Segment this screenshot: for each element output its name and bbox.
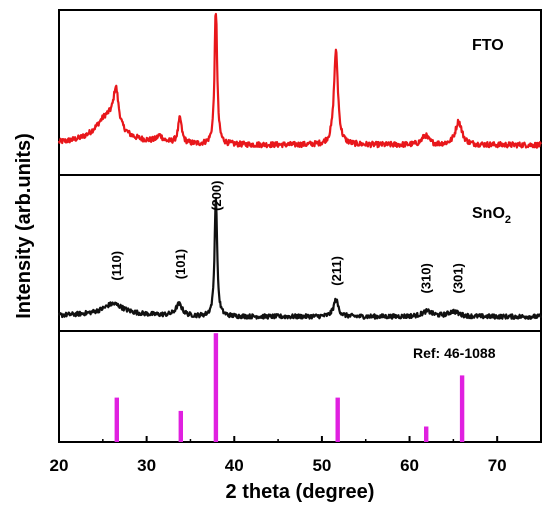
reference-stick (114, 397, 119, 442)
x-tick-label: 30 (137, 456, 156, 475)
xrd-pattern-sno2 (57, 196, 543, 320)
panel-sno2-frame (58, 174, 542, 332)
reference-stick (213, 333, 219, 442)
xrd-pattern-fto (57, 12, 542, 149)
panel-ref (114, 333, 465, 442)
x-axis-title: 2 theta (degree) (226, 481, 375, 503)
hkl-label: (101) (173, 249, 188, 279)
hkl-label: (200) (209, 181, 224, 211)
panel-label-ref: Ref: 46-1088 (413, 345, 496, 361)
panel-fto (57, 12, 542, 149)
x-tick-label: 70 (488, 456, 507, 475)
panel-sno2: (110) (101) (200) (211) (310) (301) (57, 181, 543, 320)
reference-stick (178, 410, 183, 442)
panel-label-sno2: SnO2 (472, 205, 511, 226)
hkl-label: (110) (109, 251, 124, 281)
panel-fto-frame (58, 9, 542, 176)
x-tick-label: 20 (50, 456, 69, 475)
x-tick-label: 40 (225, 456, 244, 475)
x-tick-label: 50 (312, 456, 331, 475)
reference-stick (459, 375, 465, 442)
hkl-label: (211) (329, 256, 344, 286)
panel-label-fto: FTO (472, 37, 504, 54)
hkl-label: (301) (451, 263, 466, 293)
y-axis-title: Intensity (arb.units) (13, 133, 35, 319)
reference-stick (335, 397, 340, 442)
hkl-label: (310) (418, 263, 433, 293)
reference-stick (424, 426, 429, 442)
panel-ref-frame (58, 330, 542, 443)
x-tick-label: 60 (400, 456, 419, 475)
x-axis: 20 30 40 50 60 70 (50, 436, 507, 475)
